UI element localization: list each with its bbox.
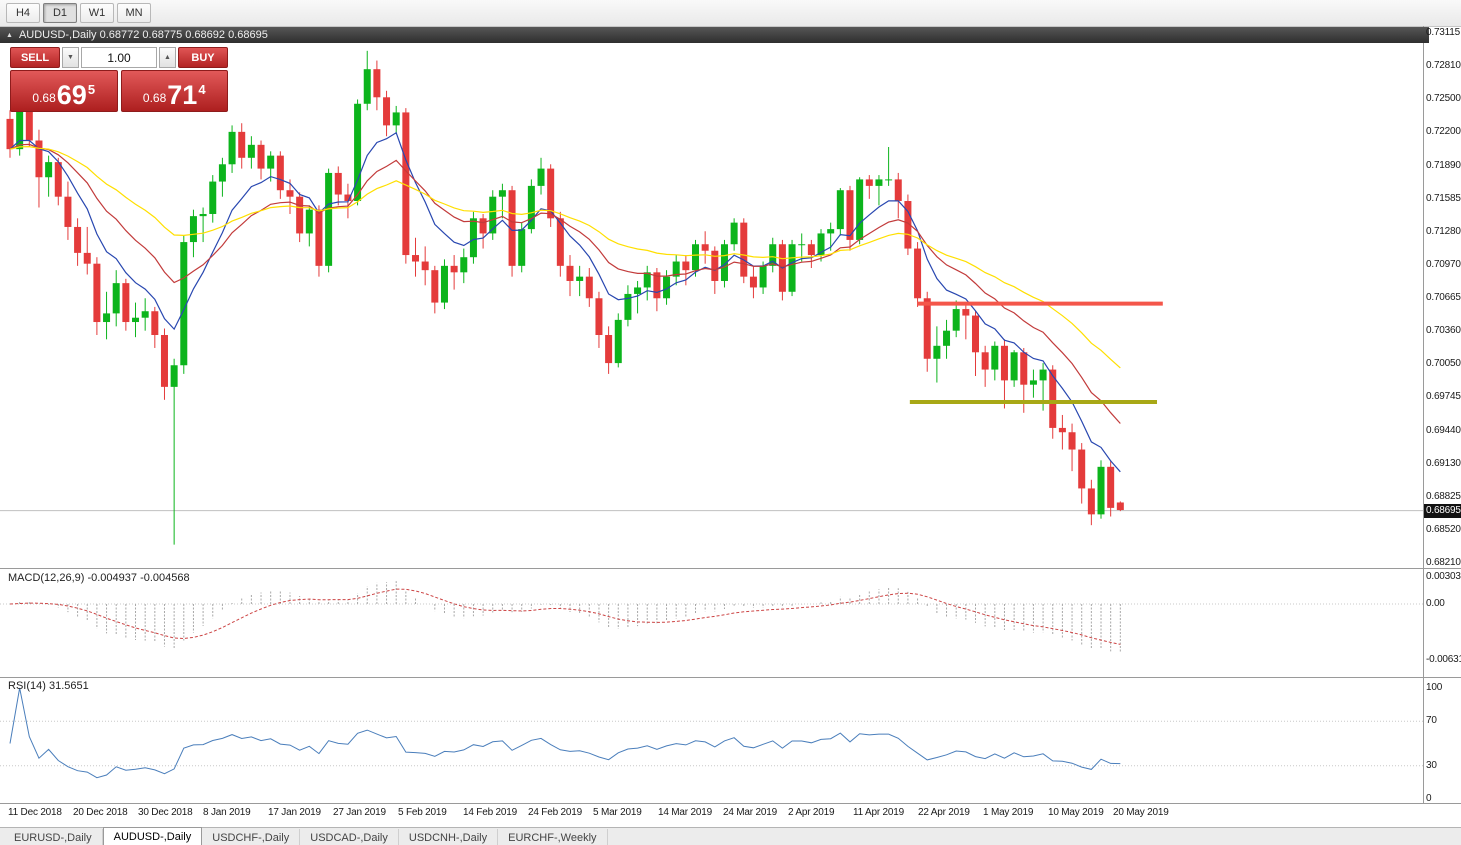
current-price-badge: 0.68695 — [1424, 503, 1461, 518]
one-click-trading-panel: SELL ▼ 1.00 ▲ BUY 0.68 69 5 0.68 71 4 — [10, 47, 228, 112]
ma-8-line — [9, 131, 1121, 473]
macd-indicator-label: MACD(12,26,9) -0.004937 -0.004568 — [8, 572, 190, 584]
chart-tab-eurusd[interactable]: EURUSD-,Daily — [4, 829, 103, 845]
rsi-indicator-label: RSI(14) 31.5651 — [8, 680, 89, 692]
chart-window-icon: ▲ — [6, 31, 13, 39]
timeframe-button-mn[interactable]: MN — [117, 3, 151, 23]
buy-price-big: 71 — [167, 80, 198, 110]
volume-decrease-button[interactable]: ▼ — [62, 47, 79, 68]
ma-17-line — [9, 143, 1121, 424]
chart-tab-usdcad[interactable]: USDCAD-,Daily — [300, 829, 399, 845]
sell-price-prefix: 0.68 — [32, 91, 56, 105]
sell-price-big: 69 — [56, 80, 87, 110]
chart-tabbar: EURUSD-,Daily AUDUSD-,Daily USDCHF-,Daily U… — [0, 827, 1461, 845]
sell-price-display[interactable]: 0.68 69 5 — [10, 70, 118, 112]
trade-controls-row: SELL ▼ 1.00 ▲ BUY — [10, 47, 228, 68]
chart-tab-usdcnh[interactable]: USDCNH-,Daily — [399, 829, 499, 845]
macd-histogram — [19, 581, 1121, 653]
timeframe-button-w1[interactable]: W1 — [80, 3, 114, 23]
ma-34-line — [9, 145, 1121, 369]
timeframe-toolbar: H4 D1 W1 MN — [0, 0, 1461, 27]
sell-button[interactable]: SELL — [10, 47, 60, 68]
timeframe-button-group: H4 D1 W1 MN — [6, 3, 151, 23]
chart-tab-audusd[interactable]: AUDUSD-,Daily — [102, 827, 203, 845]
trade-prices-row: 0.68 69 5 0.68 71 4 — [10, 70, 228, 112]
timeframe-button-h4[interactable]: H4 — [6, 3, 40, 23]
macd-signal-line — [9, 588, 1121, 645]
rsi-line — [9, 687, 1121, 779]
timeframe-button-d1[interactable]: D1 — [43, 3, 77, 23]
sell-price-pip: 5 — [87, 82, 96, 97]
buy-price-prefix: 0.68 — [142, 91, 167, 105]
buy-button[interactable]: BUY — [178, 47, 228, 68]
chart-titlebar: ▲ AUDUSD-,Daily 0.68772 0.68775 0.68692 … — [0, 27, 1429, 43]
volume-field[interactable]: 1.00 — [81, 47, 157, 68]
volume-increase-button[interactable]: ▲ — [159, 47, 176, 68]
buy-price-display[interactable]: 0.68 71 4 — [120, 70, 228, 112]
chart-title-ohlc: AUDUSD-,Daily 0.68772 0.68775 0.68692 0.… — [18, 29, 268, 41]
chart-tab-usdchf[interactable]: USDCHF-,Daily — [202, 829, 301, 845]
buy-price-pip: 4 — [198, 82, 206, 97]
candles-layer — [6, 50, 1124, 545]
chart-tab-eurchf[interactable]: EURCHF-,Weekly — [498, 829, 608, 845]
